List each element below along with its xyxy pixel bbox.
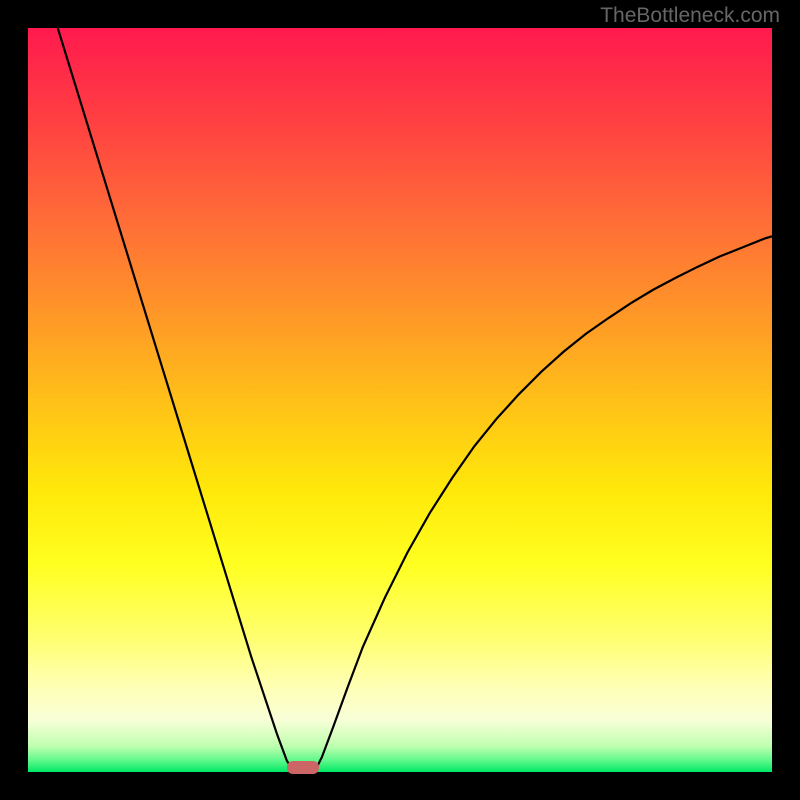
plot-area	[28, 28, 772, 772]
curve-left	[58, 28, 295, 772]
optimal-marker	[287, 761, 319, 774]
bottleneck-curve	[28, 28, 772, 772]
curve-right	[314, 236, 772, 772]
watermark-text: TheBottleneck.com	[600, 4, 780, 28]
